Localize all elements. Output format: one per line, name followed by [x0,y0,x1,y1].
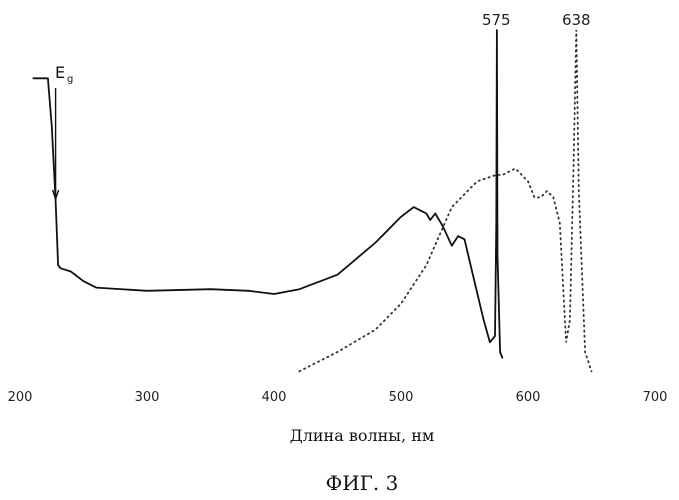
series-layer [33,30,592,371]
figure-caption: ФИГ. 3 [326,471,399,495]
annotations: E g 575 638 [53,11,591,199]
band-gap-label: E [55,63,65,82]
x-tick-label-400: 400 [262,390,287,405]
x-tick-labels: 200 300 400 500 600 700 [8,390,668,405]
band-gap-subscript: g [67,74,73,85]
x-tick-label-300: 300 [135,390,160,405]
x-tick-label-700: 700 [643,390,668,405]
x-tick-label-600: 600 [516,390,541,405]
x-axis-label: Длина волны, нм [290,426,435,445]
peak-label-638: 638 [562,11,591,29]
x-tick-label-500: 500 [389,390,414,405]
series-line-1 [33,30,503,358]
peak-label-575: 575 [482,11,511,29]
series-line-2 [299,30,591,371]
x-tick-label-200: 200 [8,390,33,405]
